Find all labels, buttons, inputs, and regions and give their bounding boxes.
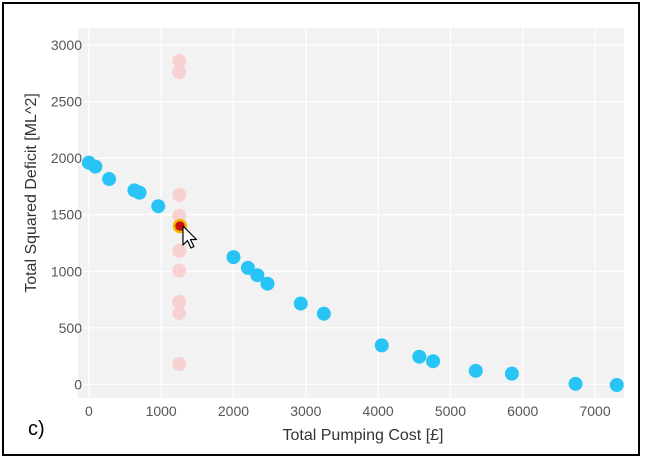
pareto-point[interactable] bbox=[293, 296, 308, 311]
y-tick-label: 1500 bbox=[51, 207, 82, 223]
x-gridlines bbox=[88, 28, 596, 398]
pareto-point[interactable] bbox=[226, 250, 241, 265]
pareto-point[interactable] bbox=[426, 354, 441, 369]
x-tick-label: 0 bbox=[85, 403, 93, 419]
y-axis-title: Total Squared Deficit [ML^2] bbox=[23, 93, 40, 293]
y-tick-label: 0 bbox=[74, 376, 82, 392]
candidate-point[interactable] bbox=[172, 53, 187, 68]
x-tick-label: 6000 bbox=[507, 403, 538, 419]
pareto-point[interactable] bbox=[412, 349, 427, 364]
candidate-point[interactable] bbox=[172, 65, 187, 80]
x-tick-label: 1000 bbox=[146, 403, 177, 419]
x-tick-labels: 0 1000 2000 3000 4000 5000 6000 7000 bbox=[85, 403, 611, 419]
pareto-point[interactable] bbox=[250, 268, 265, 283]
x-tick-label: 3000 bbox=[290, 403, 321, 419]
plot-background bbox=[78, 28, 624, 398]
pareto-point[interactable] bbox=[468, 363, 483, 378]
y-tick-labels: 0 500 1000 1500 2000 2500 3000 bbox=[51, 37, 82, 392]
pareto-point[interactable] bbox=[151, 199, 166, 214]
x-tick-label: 2000 bbox=[218, 403, 249, 419]
pareto-point[interactable] bbox=[504, 366, 519, 381]
pareto-point[interactable] bbox=[102, 172, 117, 187]
x-tick-label: 5000 bbox=[435, 403, 466, 419]
data-points[interactable] bbox=[81, 53, 624, 392]
pareto-point[interactable] bbox=[316, 306, 331, 321]
panel-label: c) bbox=[28, 418, 45, 440]
candidate-point[interactable] bbox=[172, 243, 187, 258]
pareto-point[interactable] bbox=[132, 185, 147, 200]
candidate-point[interactable] bbox=[172, 294, 187, 309]
x-axis-title: Total Pumping Cost [£] bbox=[283, 427, 444, 444]
pareto-point[interactable] bbox=[88, 159, 103, 174]
pareto-point[interactable] bbox=[374, 338, 389, 353]
mouse-pointer-icon bbox=[182, 225, 198, 249]
y-tick-label: 500 bbox=[59, 320, 83, 336]
y-tick-label: 2500 bbox=[51, 94, 82, 110]
pareto-point[interactable] bbox=[240, 260, 255, 275]
y-gridlines bbox=[78, 44, 624, 386]
x-tick-label: 4000 bbox=[363, 403, 394, 419]
y-tick-label: 1000 bbox=[51, 263, 82, 279]
candidate-point[interactable] bbox=[172, 306, 187, 321]
y-tick-label: 3000 bbox=[51, 37, 82, 53]
pareto-point[interactable] bbox=[568, 376, 583, 391]
pareto-point[interactable] bbox=[260, 276, 275, 291]
candidate-point[interactable] bbox=[172, 187, 187, 202]
y-tick-label: 2000 bbox=[51, 150, 82, 166]
x-tick-label: 7000 bbox=[579, 403, 610, 419]
candidate-point[interactable] bbox=[172, 263, 187, 278]
pareto-point[interactable] bbox=[609, 377, 624, 392]
candidate-point[interactable] bbox=[172, 357, 187, 372]
